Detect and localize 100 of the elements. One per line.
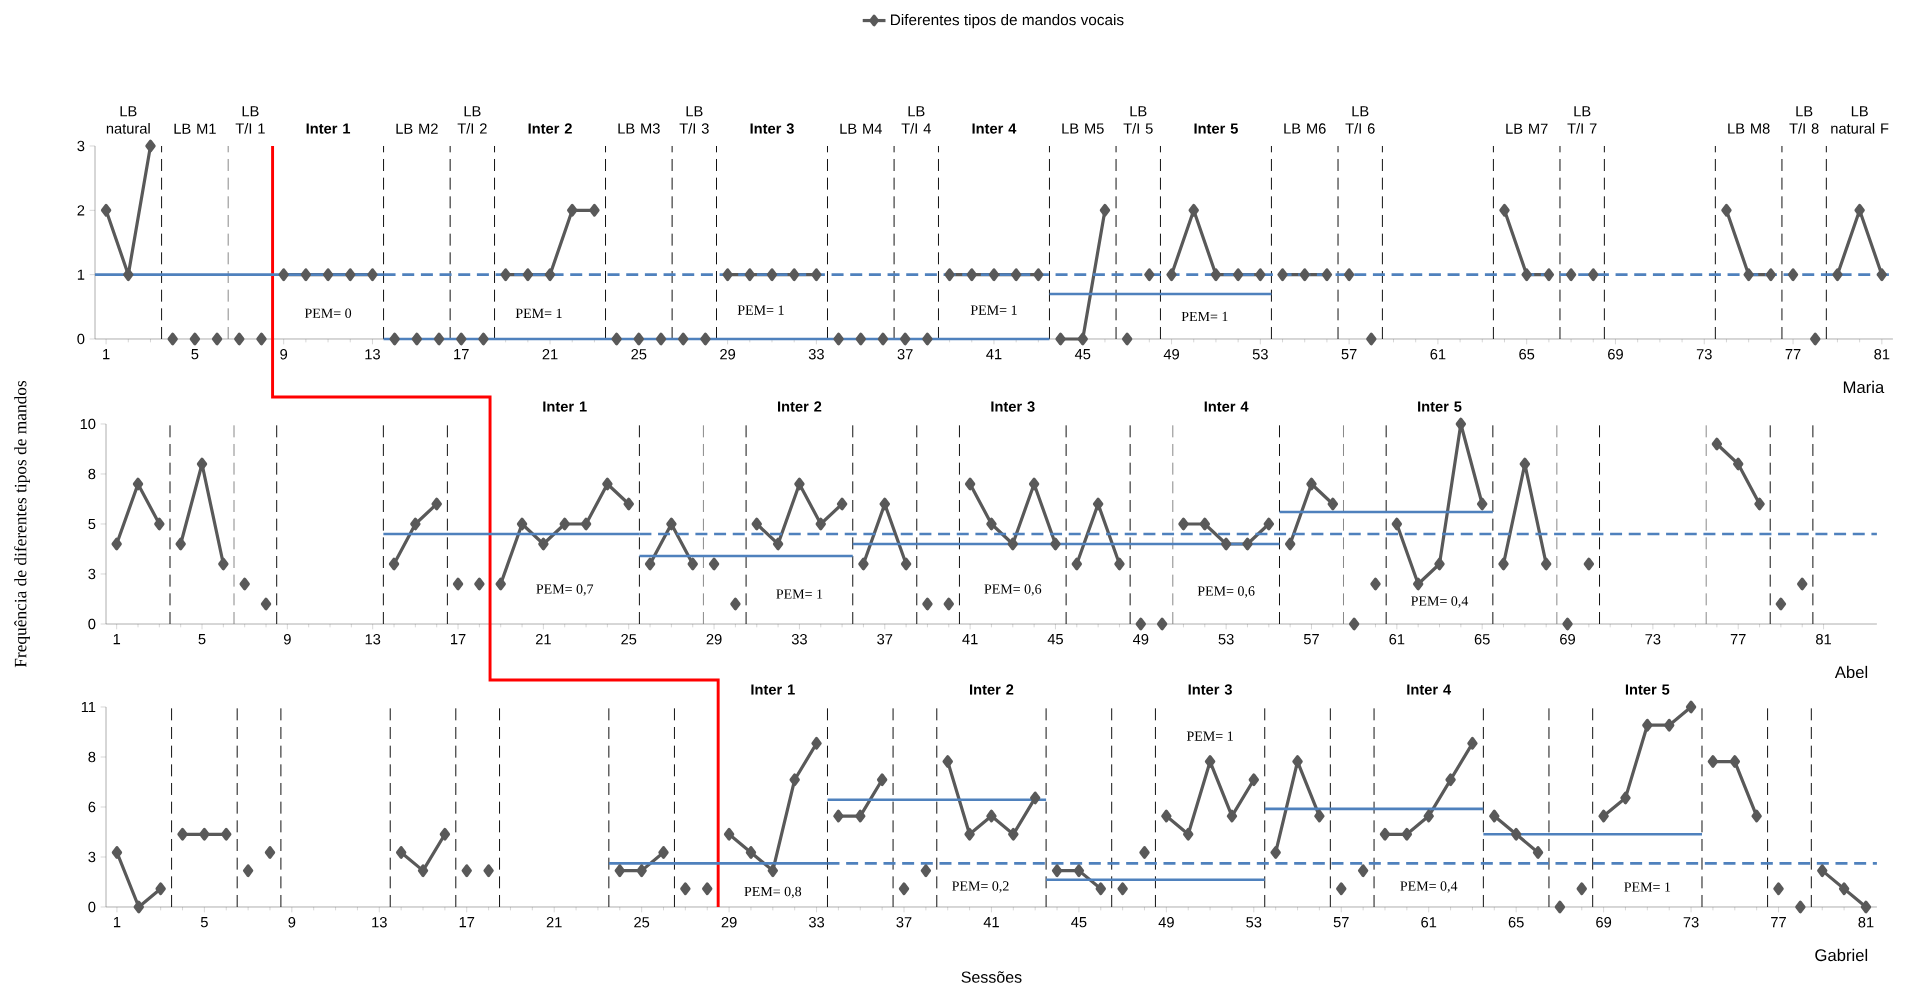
x-axis-title: Sessões bbox=[961, 971, 1022, 983]
x-tick-label: 73 bbox=[1696, 349, 1712, 360]
text: LB M3 bbox=[618, 123, 660, 134]
annotation: PEM= 0,6 bbox=[984, 584, 1042, 596]
text: LB M2 bbox=[396, 123, 438, 134]
text: LB T/I 7 bbox=[1567, 106, 1597, 134]
text: Inter 1 bbox=[751, 684, 795, 695]
x-tick-label: 25 bbox=[634, 917, 650, 928]
x-tick-label: 81 bbox=[1858, 917, 1874, 928]
annotation: PEM= 1 bbox=[737, 305, 784, 315]
x-tick-label: 13 bbox=[372, 917, 387, 928]
text: Inter 5 bbox=[1625, 684, 1670, 695]
x-tick-label: 33 bbox=[808, 917, 825, 928]
x-tick-label: 29 bbox=[721, 917, 737, 928]
x-tick-label: 37 bbox=[877, 634, 893, 645]
text: LB M5 bbox=[1062, 123, 1104, 134]
x-tick-label: 29 bbox=[706, 634, 722, 645]
annotation: PEM= 0,6 bbox=[1197, 586, 1255, 598]
text: Inter 1 bbox=[306, 123, 351, 134]
text: Inter 3 bbox=[750, 123, 794, 134]
y-axis-title: Frequência de diferentes tipos de mandos bbox=[14, 380, 30, 668]
x-tick-label: 73 bbox=[1645, 634, 1661, 645]
annotation: PEM= 0,4 bbox=[1411, 596, 1469, 608]
x-tick-label: 29 bbox=[720, 349, 736, 360]
x-tick-label: 53 bbox=[1218, 634, 1234, 645]
text: Inter 2 bbox=[777, 401, 822, 412]
y-tick-label: 0 bbox=[88, 618, 96, 630]
x-tick-label: 13 bbox=[365, 349, 380, 360]
text: LB M4 bbox=[840, 123, 882, 134]
annotation: PEM= 1 bbox=[515, 308, 562, 318]
text: LB T/I 5 bbox=[1123, 106, 1153, 134]
x-tick-label: 49 bbox=[1158, 917, 1174, 928]
x-tick-label: 69 bbox=[1560, 634, 1575, 645]
x-tick-label: 65 bbox=[1474, 634, 1490, 645]
x-tick-label: 21 bbox=[546, 917, 562, 928]
x-tick-label: 33 bbox=[791, 634, 807, 645]
y-tick-label: 8 bbox=[88, 468, 96, 480]
y-tick-label: 10 bbox=[80, 418, 96, 430]
y-tick-label: 11 bbox=[81, 701, 96, 713]
text: LB M1 bbox=[174, 123, 216, 134]
text: LB T/I 8 bbox=[1789, 106, 1819, 134]
legend-label: Diferentes tipos de mandos vocais bbox=[891, 14, 1124, 29]
text: LB M7 bbox=[1506, 123, 1548, 134]
text: Inter 3 bbox=[991, 401, 1035, 412]
text: LB M8 bbox=[1728, 123, 1770, 134]
y-tick-label: 0 bbox=[88, 901, 96, 913]
x-tick-label: 1 bbox=[113, 917, 121, 928]
x-tick-label: 37 bbox=[897, 349, 913, 360]
x-tick-label: 77 bbox=[1730, 634, 1746, 645]
x-tick-label: 61 bbox=[1389, 634, 1405, 645]
annotation: PEM= 1 bbox=[1181, 311, 1228, 322]
annotation: PEM= 0,7 bbox=[536, 584, 594, 596]
annotation: PEM= 0,4 bbox=[1400, 881, 1458, 893]
text: Inter 4 bbox=[1204, 401, 1249, 412]
x-tick-label: 5 bbox=[191, 349, 199, 360]
x-tick-label: 53 bbox=[1246, 917, 1262, 928]
text: LB natural F bbox=[1831, 106, 1889, 134]
x-tick-label: 57 bbox=[1341, 349, 1357, 360]
y-tick-label: 8 bbox=[88, 751, 96, 763]
x-tick-label: 17 bbox=[451, 634, 466, 645]
x-tick-label: 61 bbox=[1430, 349, 1446, 360]
annotation: PEM= 1 bbox=[776, 589, 823, 599]
y-tick-label: 1 bbox=[77, 269, 85, 280]
x-tick-label: 41 bbox=[962, 634, 978, 645]
text: Inter 4 bbox=[972, 123, 1017, 134]
x-tick-label: 73 bbox=[1683, 917, 1699, 928]
x-tick-label: 57 bbox=[1333, 917, 1349, 928]
x-tick-label: 49 bbox=[1163, 349, 1179, 360]
annotation: PEM= 1 bbox=[1186, 731, 1233, 741]
text: Inter 5 bbox=[1194, 123, 1238, 134]
x-tick-label: 49 bbox=[1132, 634, 1149, 645]
text: LB T/I 2 bbox=[457, 106, 487, 134]
x-tick-label: 9 bbox=[288, 917, 296, 928]
y-tick-label: 2 bbox=[77, 205, 85, 216]
x-tick-label: 25 bbox=[621, 634, 637, 645]
text: Gabriel bbox=[1815, 948, 1868, 962]
annotation: PEM= 0 bbox=[304, 308, 352, 318]
x-tick-label: 17 bbox=[459, 917, 475, 928]
text: LB T/I 4 bbox=[901, 106, 931, 134]
text: Inter 5 bbox=[1418, 401, 1462, 412]
text: LB T/I 6 bbox=[1345, 106, 1375, 134]
text: LB natural bbox=[106, 106, 150, 134]
text: Inter 1 bbox=[543, 401, 587, 412]
text: LB M6 bbox=[1284, 123, 1326, 134]
y-tick-label: 3 bbox=[77, 140, 85, 152]
annotation: PEM= 0,2 bbox=[952, 881, 1009, 893]
x-tick-label: 1 bbox=[113, 634, 121, 645]
text: Inter 2 bbox=[970, 684, 1014, 695]
x-tick-label: 9 bbox=[280, 349, 288, 360]
x-tick-label: 21 bbox=[542, 349, 558, 360]
text: Inter 4 bbox=[1407, 684, 1452, 695]
x-tick-label: 53 bbox=[1252, 349, 1268, 360]
x-tick-label: 81 bbox=[1816, 634, 1831, 645]
x-tick-label: 69 bbox=[1596, 917, 1612, 928]
x-tick-label: 5 bbox=[198, 634, 206, 645]
x-tick-label: 21 bbox=[535, 634, 551, 645]
text: Inter 3 bbox=[1188, 684, 1232, 695]
annotation: PEM= 1 bbox=[1624, 882, 1671, 892]
x-tick-label: 69 bbox=[1608, 349, 1623, 360]
annotation: PEM= 1 bbox=[970, 305, 1017, 315]
